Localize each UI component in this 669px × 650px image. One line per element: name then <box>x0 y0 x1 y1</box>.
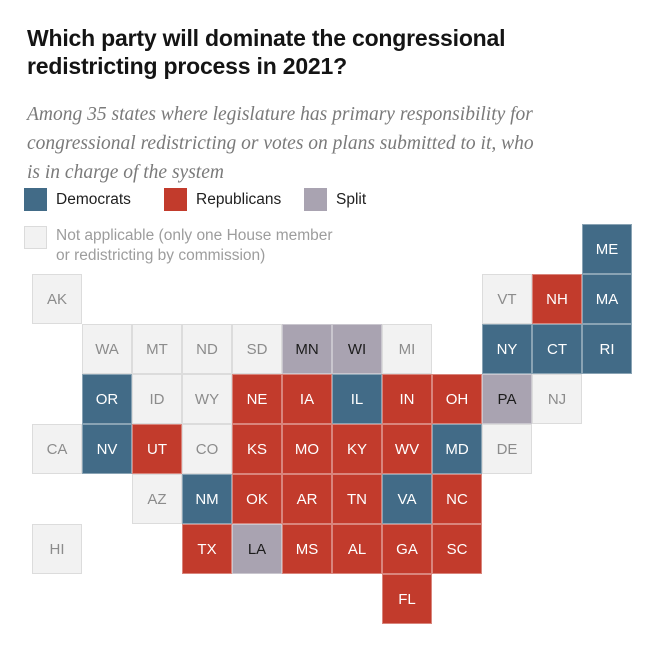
state-tile-tx: TX <box>182 524 232 574</box>
state-tile-hi: HI <box>32 524 82 574</box>
state-tile-ut: UT <box>132 424 182 474</box>
state-tile-nj: NJ <box>532 374 582 424</box>
state-tile-mi: MI <box>382 324 432 374</box>
state-tile-nd: ND <box>182 324 232 374</box>
chart-title: Which party will dominate the congressio… <box>27 25 506 80</box>
state-tile-wi: WI <box>332 324 382 374</box>
split-swatch <box>304 188 327 211</box>
state-tile-sd: SD <box>232 324 282 374</box>
state-tile-in: IN <box>382 374 432 424</box>
state-tile-pa: PA <box>482 374 532 424</box>
legend-item-not-applicable: Not applicable (only one House member or… <box>24 226 333 265</box>
state-tile-nh: NH <box>532 274 582 324</box>
not-applicable-swatch <box>24 226 47 249</box>
state-tile-la: LA <box>232 524 282 574</box>
tile-grid-map: ME AK VT NH MA WA MT ND SD MN WI MI NY CT RI OR ID WY NE IA… <box>32 224 632 624</box>
legend-item-split: Split <box>304 188 444 211</box>
state-tile-mt: MT <box>132 324 182 374</box>
state-tile-mo: MO <box>282 424 332 474</box>
state-tile-wv: WV <box>382 424 432 474</box>
dem-swatch <box>24 188 47 211</box>
legend-item-democrats: Democrats <box>24 188 164 211</box>
state-tile-ms: MS <box>282 524 332 574</box>
state-tile-ri: RI <box>582 324 632 374</box>
state-tile-de: DE <box>482 424 532 474</box>
chart-subtitle: Among 35 states where legislature has pr… <box>27 103 534 183</box>
state-tile-sc: SC <box>432 524 482 574</box>
state-tile-ma: MA <box>582 274 632 324</box>
state-tile-ks: KS <box>232 424 282 474</box>
state-tile-tn: TN <box>332 474 382 524</box>
state-tile-md: MD <box>432 424 482 474</box>
split-label: Split <box>336 190 367 208</box>
state-tile-id: ID <box>132 374 182 424</box>
not-applicable-label: Not applicable (only one House member or… <box>56 227 333 264</box>
rep-swatch <box>164 188 187 211</box>
legend-item-republicans: Republicans <box>164 188 304 211</box>
state-tile-me: ME <box>582 224 632 274</box>
state-tile-vt: VT <box>482 274 532 324</box>
state-tile-ar: AR <box>282 474 332 524</box>
state-tile-fl: FL <box>382 574 432 624</box>
state-tile-wa: WA <box>82 324 132 374</box>
state-tile-ct: CT <box>532 324 582 374</box>
state-tile-az: AZ <box>132 474 182 524</box>
state-tile-ga: GA <box>382 524 432 574</box>
state-tile-co: CO <box>182 424 232 474</box>
state-tile-ky: KY <box>332 424 382 474</box>
state-tile-ok: OK <box>232 474 282 524</box>
state-tile-va: VA <box>382 474 432 524</box>
rep-label: Republicans <box>196 190 282 208</box>
state-tile-wy: WY <box>182 374 232 424</box>
state-tile-ny: NY <box>482 324 532 374</box>
state-tile-ak: AK <box>32 274 82 324</box>
state-tile-mn: MN <box>282 324 332 374</box>
state-tile-nv: NV <box>82 424 132 474</box>
state-tile-il: IL <box>332 374 382 424</box>
state-tile-oh: OH <box>432 374 482 424</box>
state-tile-ne: NE <box>232 374 282 424</box>
dem-label: Democrats <box>56 190 131 208</box>
state-tile-nc: NC <box>432 474 482 524</box>
state-tile-ca: CA <box>32 424 82 474</box>
state-tile-ia: IA <box>282 374 332 424</box>
state-tile-al: AL <box>332 524 382 574</box>
party-legend: Democrats Republicans Split <box>24 188 444 211</box>
state-tile-or: OR <box>82 374 132 424</box>
state-tile-nm: NM <box>182 474 232 524</box>
